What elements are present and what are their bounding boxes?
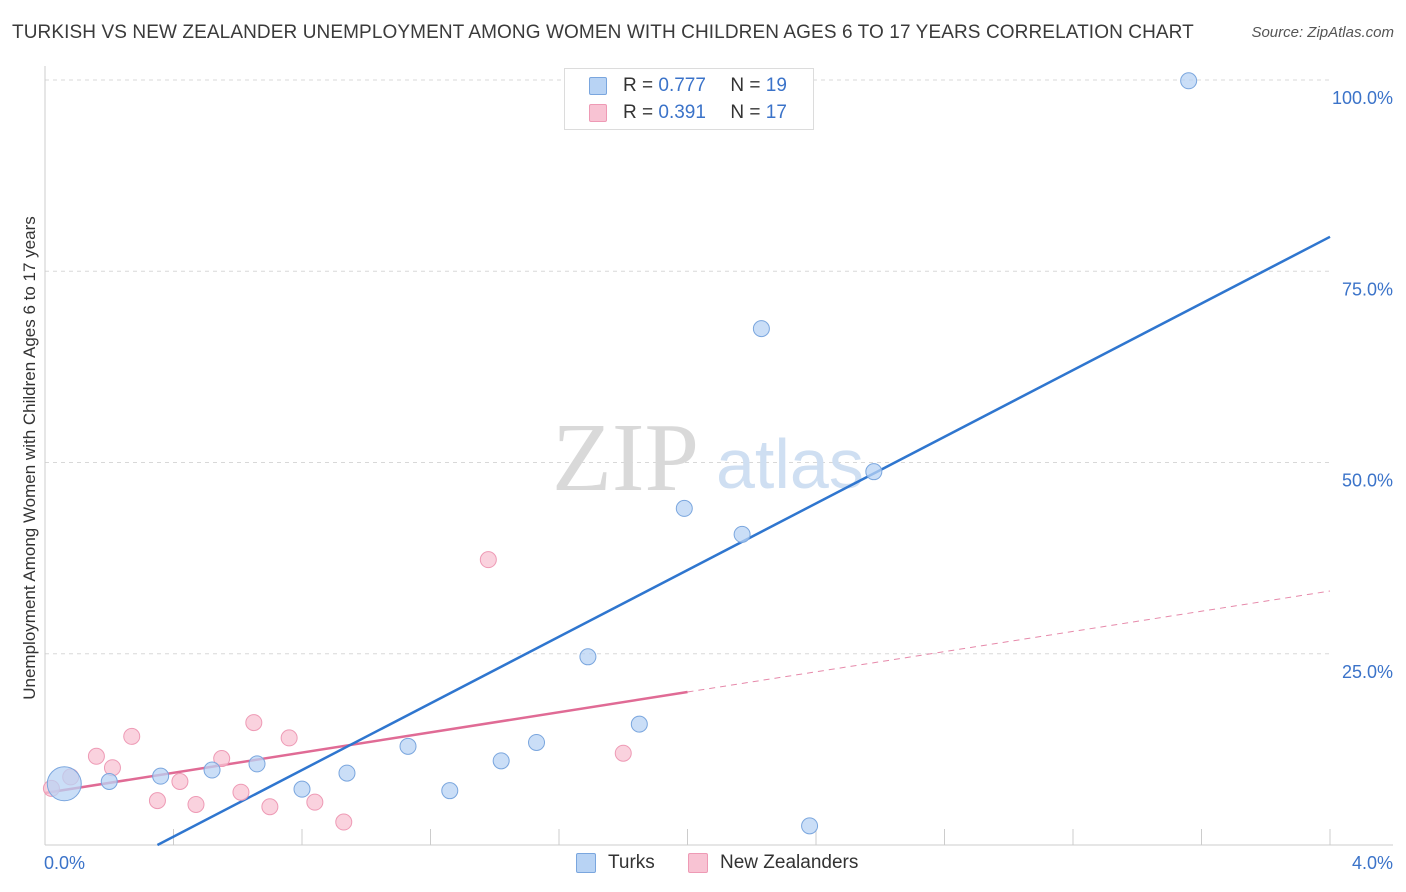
source-label: Source: ZipAtlas.com	[1251, 24, 1394, 41]
legend-swatch-turks	[589, 77, 607, 95]
watermark: ZIP atlas	[552, 404, 864, 512]
y-tick-label: 100.0%	[1332, 88, 1393, 108]
point-turks	[293, 780, 311, 798]
series-legend: Turks New Zealanders	[0, 852, 1406, 878]
legend-n-value-nz: 17	[765, 102, 787, 123]
trend-line-new-zealanders-extension	[687, 590, 1331, 693]
legend-n-label: N =	[730, 75, 761, 96]
chart-title: TURKISH VS NEW ZEALANDER UNEMPLOYMENT AM…	[12, 22, 1194, 43]
point-turks	[46, 766, 82, 802]
axes	[44, 66, 1393, 846]
point-turks	[399, 737, 417, 755]
watermark-zip: ZIP	[552, 404, 699, 512]
legend-item-nz[interactable]: New Zealanders	[688, 852, 858, 874]
legend-swatch-nz	[589, 104, 607, 122]
point-turks	[579, 648, 597, 666]
trend-line-new-zealanders	[44, 690, 688, 795]
point-new-zealanders	[479, 551, 497, 569]
legend-swatch-turks	[576, 853, 596, 873]
correlation-legend: R = 0.777 N = 19 R = 0.391 N = 17	[564, 68, 814, 130]
x-tick-label-min: 0.0%	[44, 853, 85, 873]
legend-n-value-turks: 19	[765, 75, 787, 96]
legend-r-value-nz: 0.391	[658, 102, 706, 123]
point-turks	[675, 499, 693, 517]
point-new-zealanders	[335, 813, 353, 831]
point-new-zealanders	[103, 759, 121, 777]
grid-lines	[45, 79, 1332, 655]
legend-n-label: N =	[730, 102, 761, 123]
point-turks	[630, 715, 648, 733]
y-tick-label: 25.0%	[1342, 662, 1393, 682]
legend-r-value-turks: 0.777	[658, 75, 706, 96]
point-new-zealanders	[232, 783, 250, 801]
y-tick-label: 50.0%	[1342, 471, 1393, 491]
legend-r-label: R =	[623, 75, 654, 96]
point-new-zealanders	[123, 727, 141, 745]
point-turks	[752, 320, 770, 338]
legend-item-turks[interactable]: Turks	[576, 852, 655, 874]
legend-swatch-nz	[688, 853, 708, 873]
point-turks	[1180, 72, 1198, 90]
legend-row-turks: R = 0.777 N = 19	[589, 74, 787, 98]
data-points	[42, 72, 1198, 835]
x-tick-label-max: 4.0%	[1352, 853, 1393, 873]
point-turks	[203, 761, 221, 779]
point-turks	[492, 752, 510, 770]
point-new-zealanders	[280, 729, 298, 747]
point-new-zealanders	[614, 744, 632, 762]
legend-label-turks: Turks	[608, 852, 655, 873]
tick-labels: 25.0% 50.0% 75.0% 100.0% 0.0% 4.0%	[44, 88, 1393, 873]
point-new-zealanders	[148, 792, 166, 810]
point-turks	[100, 773, 118, 791]
point-new-zealanders	[245, 714, 263, 732]
point-turks	[733, 525, 751, 543]
point-turks	[801, 817, 819, 835]
point-turks	[865, 463, 883, 481]
trend-lines	[44, 235, 1331, 847]
legend-r-label: R =	[623, 102, 654, 123]
point-turks	[152, 767, 170, 785]
point-turks	[338, 764, 356, 782]
y-tick-label: 75.0%	[1342, 279, 1393, 299]
point-new-zealanders	[171, 773, 189, 791]
point-new-zealanders	[261, 798, 279, 816]
point-new-zealanders	[213, 750, 231, 768]
point-new-zealanders	[306, 793, 324, 811]
legend-row-nz: R = 0.391 N = 17	[589, 101, 787, 125]
point-new-zealanders	[87, 747, 105, 765]
legend-label-nz: New Zealanders	[720, 852, 859, 873]
point-new-zealanders	[187, 795, 205, 813]
point-turks	[248, 755, 266, 773]
point-turks	[441, 782, 459, 800]
point-turks	[528, 733, 546, 751]
